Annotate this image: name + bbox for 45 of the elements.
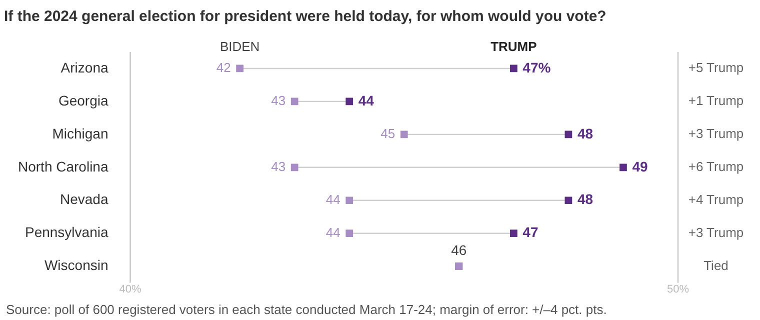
data-label: 48 xyxy=(577,125,594,142)
series-label: TRUMP xyxy=(490,39,538,54)
data-label: 48 xyxy=(577,191,594,208)
point xyxy=(236,64,244,72)
data-label: 43 xyxy=(271,93,286,108)
text: +3 Trump xyxy=(688,224,744,240)
y-tick-label: North Carolina xyxy=(18,158,108,174)
text: Tied xyxy=(704,258,728,273)
point xyxy=(290,98,298,106)
point xyxy=(564,130,572,138)
data-label: 44 xyxy=(358,92,374,108)
point xyxy=(510,64,518,72)
point xyxy=(510,230,518,238)
point xyxy=(346,98,354,106)
x-tick-label: 40% xyxy=(119,283,142,296)
data-label: 45 xyxy=(380,126,396,142)
source-note: Source: poll of 600 registered voters in each state conducted March 17-24; margin of error: +/–4 pct. pts. xyxy=(6,302,607,317)
data-label: 49 xyxy=(632,158,648,174)
text: +4 Trump xyxy=(688,192,744,207)
y-tick-label: Georgia xyxy=(58,92,108,108)
text: +6 Trump xyxy=(688,158,744,174)
series-label: BIDEN xyxy=(220,39,260,54)
point xyxy=(620,164,627,172)
text: +1 Trump xyxy=(688,93,744,108)
data-label: 42 xyxy=(216,60,231,76)
data-label: 47% xyxy=(522,59,552,76)
y-tick-label: Pennsylvania xyxy=(24,224,108,240)
text: +3 Trump xyxy=(688,126,744,142)
data-label: 46 xyxy=(451,242,467,258)
point xyxy=(400,130,408,138)
y-tick-label: Wisconsin xyxy=(44,257,108,274)
point xyxy=(346,230,354,238)
point xyxy=(346,196,354,204)
x-tick-label: 50% xyxy=(666,283,690,296)
y-tick-label: Nevada xyxy=(60,191,108,208)
data-label: 47 xyxy=(522,224,538,240)
chart-title: If the 2024 general election for president were held today, for whom would you vote? xyxy=(4,8,606,26)
y-tick-label: Michigan xyxy=(52,125,108,142)
y-tick-label: Arizona xyxy=(60,59,108,76)
point xyxy=(564,196,572,204)
text: +5 Trump xyxy=(688,60,744,76)
data-label: 43 xyxy=(271,158,286,174)
point xyxy=(290,164,298,172)
data-label: 44 xyxy=(326,224,340,240)
data-label: 44 xyxy=(326,192,340,207)
